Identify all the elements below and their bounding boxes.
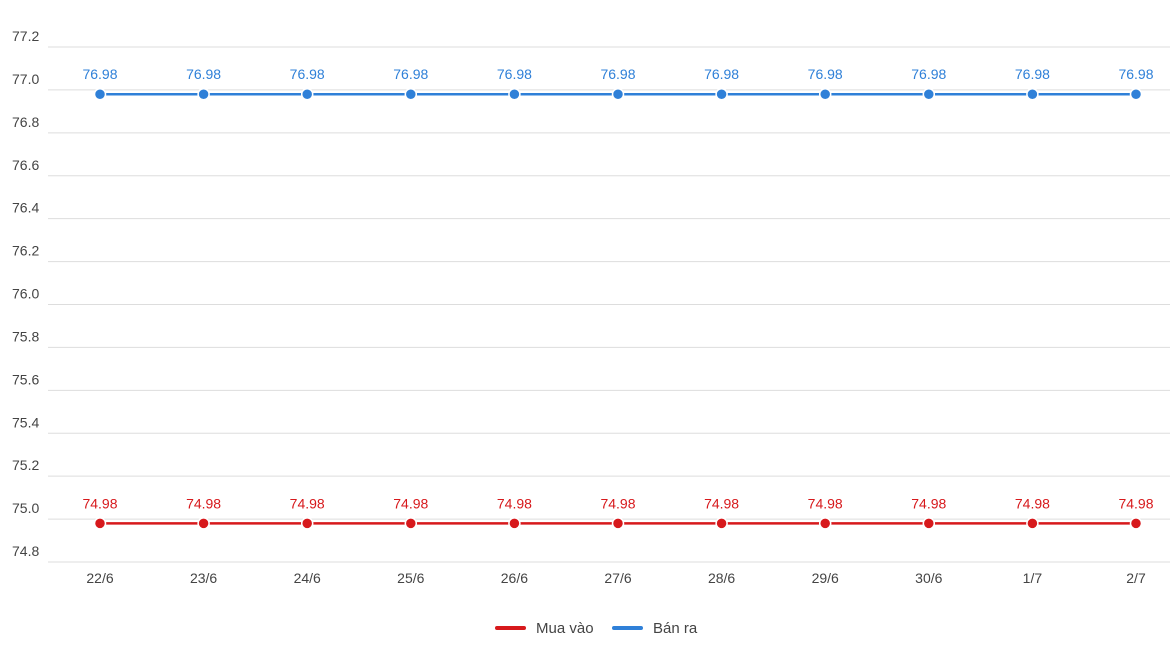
data-label: 74.98 [290, 495, 325, 511]
data-point[interactable] [404, 87, 418, 101]
y-tick-label: 76.0 [12, 286, 39, 302]
data-point[interactable] [715, 87, 728, 101]
data-point[interactable] [922, 517, 936, 530]
data-point[interactable] [715, 517, 728, 530]
data-label: 74.98 [497, 495, 532, 511]
data-label: 76.98 [290, 66, 325, 82]
data-point[interactable] [818, 87, 832, 101]
x-tick-label: 2/7 [1126, 570, 1146, 586]
y-tick-label: 75.2 [12, 457, 39, 473]
grid [48, 46, 1170, 563]
series-1: 76.98 76.98 76.98 76.98 76.98 76.98 76.98 76.98… [82, 66, 1154, 101]
series-0: 74.98 74.98 74.98 74.98 74.98 74.98 74.98 74.98… [82, 495, 1154, 530]
y-tick-label: 76.6 [12, 157, 39, 173]
y-tick-label: 77.0 [12, 71, 39, 87]
data-point[interactable] [300, 517, 314, 530]
legend: Mua vào Bán ra [495, 620, 698, 637]
data-label: 76.98 [1118, 66, 1153, 82]
legend-label: Mua vào [536, 620, 594, 637]
x-tick-label: 25/6 [397, 570, 424, 586]
data-point[interactable] [922, 87, 936, 101]
y-tick-label: 75.0 [12, 500, 39, 516]
x-tick-label: 28/6 [708, 570, 735, 586]
y-tick-label: 76.4 [12, 200, 39, 216]
data-point[interactable] [1026, 87, 1039, 101]
data-label: 74.98 [704, 495, 739, 511]
x-tick-label: 24/6 [294, 570, 321, 586]
series-group: 74.98 74.98 74.98 74.98 74.98 74.98 74.98 74.98… [82, 66, 1154, 530]
data-label: 74.98 [600, 495, 635, 511]
data-label: 76.98 [911, 66, 946, 82]
data-point[interactable] [818, 517, 832, 530]
data-label: 76.98 [808, 66, 843, 82]
x-axis-ticks: 22/6 23/6 24/6 25/6 26/6 27/6 28/6 29/6 30/6 1/7 2… [86, 570, 1146, 586]
data-label: 76.98 [600, 66, 635, 82]
data-label: 76.98 [186, 66, 221, 82]
y-tick-label: 76.8 [12, 114, 39, 130]
data-point[interactable] [197, 87, 210, 101]
x-tick-label: 23/6 [190, 570, 217, 586]
data-label: 74.98 [393, 495, 428, 511]
legend-item[interactable]: Mua vào [495, 620, 594, 637]
y-tick-label: 75.6 [12, 371, 39, 387]
data-label: 74.98 [1118, 495, 1153, 511]
x-tick-label: 29/6 [812, 570, 839, 586]
data-point[interactable] [508, 517, 521, 530]
data-point[interactable] [93, 87, 107, 101]
data-label: 74.98 [1015, 495, 1050, 511]
data-point[interactable] [197, 517, 210, 530]
data-point[interactable] [611, 517, 625, 530]
data-point[interactable] [1129, 517, 1143, 530]
data-label: 74.98 [808, 495, 843, 511]
y-tick-label: 76.2 [12, 243, 39, 259]
legend-item[interactable]: Bán ra [612, 620, 698, 637]
data-label: 74.98 [911, 495, 946, 511]
data-point[interactable] [611, 87, 625, 101]
legend-label: Bán ra [653, 620, 698, 637]
y-tick-label: 75.4 [12, 414, 39, 430]
x-tick-label: 1/7 [1023, 570, 1043, 586]
data-label: 76.98 [704, 66, 739, 82]
x-tick-label: 27/6 [604, 570, 631, 586]
data-label: 76.98 [393, 66, 428, 82]
x-tick-label: 26/6 [501, 570, 528, 586]
data-label: 74.98 [186, 495, 221, 511]
data-label: 76.98 [82, 66, 117, 82]
data-point[interactable] [1026, 517, 1039, 530]
data-label: 76.98 [497, 66, 532, 82]
data-point[interactable] [1129, 87, 1143, 101]
x-tick-label: 30/6 [915, 570, 942, 586]
y-tick-label: 75.8 [12, 328, 39, 344]
data-label: 74.98 [82, 495, 117, 511]
y-tick-label: 74.8 [12, 543, 39, 559]
y-axis-ticks: 74.8 75.0 75.2 75.4 75.6 75.8 76.0 76.2 76.4 76.6… [12, 28, 39, 559]
x-tick-label: 22/6 [86, 570, 113, 586]
y-tick-label: 77.2 [12, 28, 39, 44]
data-point[interactable] [404, 517, 418, 530]
data-point[interactable] [508, 87, 521, 101]
data-point[interactable] [300, 87, 314, 101]
data-point[interactable] [93, 517, 107, 530]
data-label: 76.98 [1015, 66, 1050, 82]
